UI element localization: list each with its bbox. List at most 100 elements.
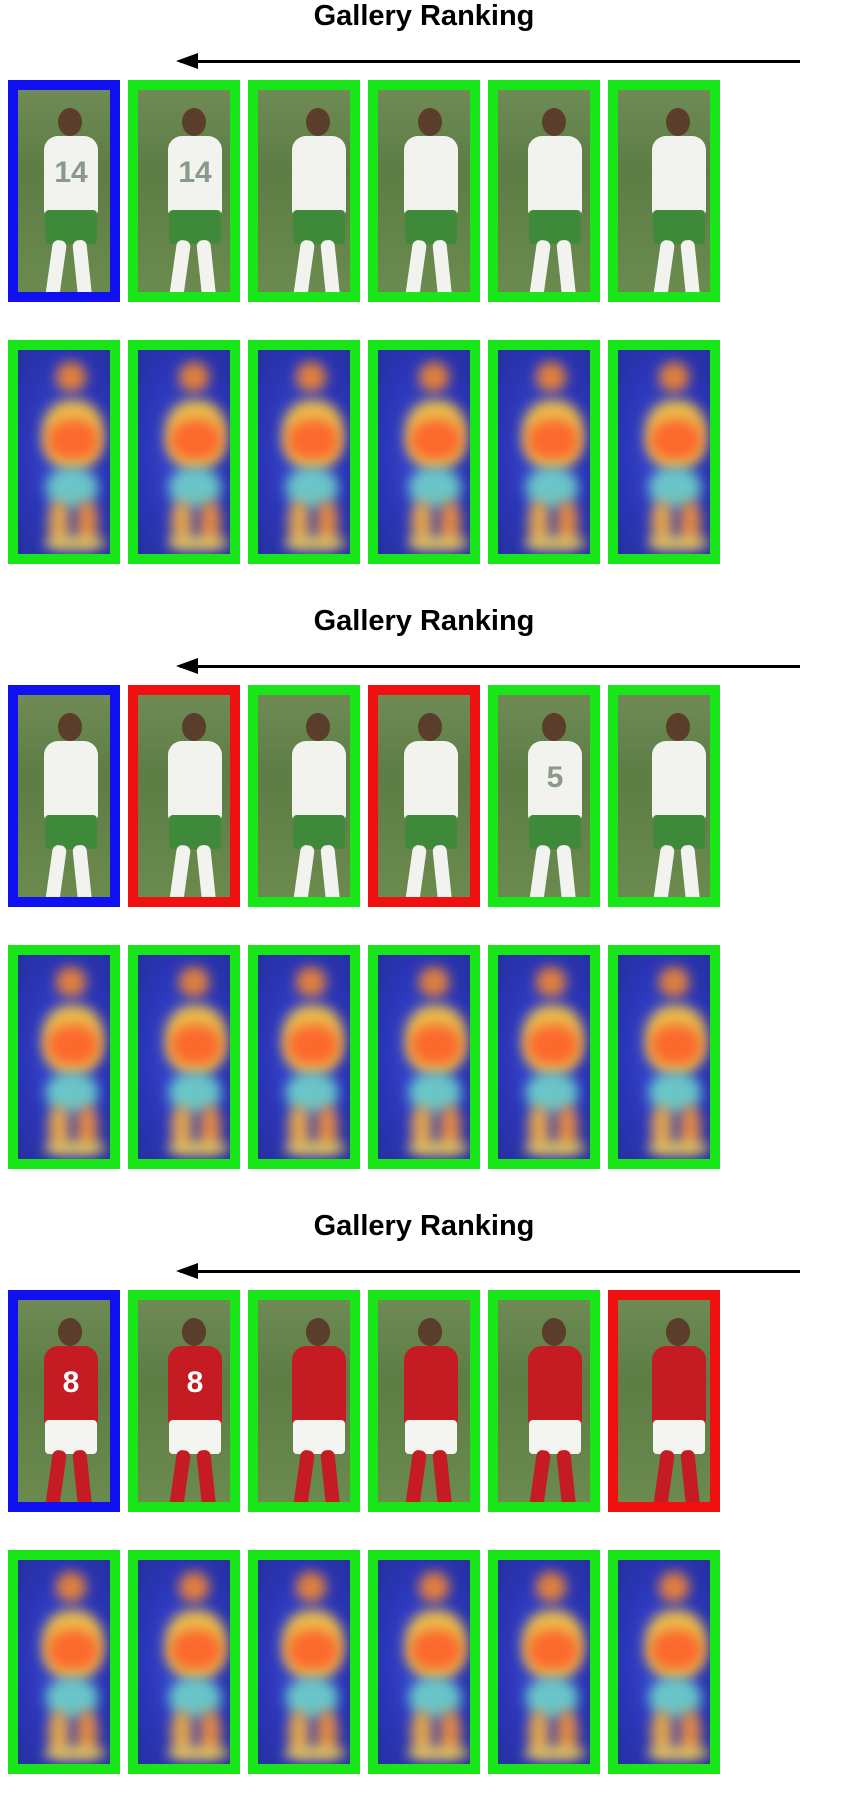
heat-blob (536, 1572, 566, 1602)
player-leg-right (320, 844, 342, 897)
player-head (542, 713, 566, 741)
heat-blob (316, 1710, 338, 1754)
attention-heatmap (8, 945, 120, 1169)
heat-blob (284, 1140, 346, 1156)
player-head (182, 108, 206, 136)
gallery-image (488, 1290, 600, 1512)
player-shorts (45, 210, 97, 244)
player-leg-left (166, 844, 192, 897)
photo-row: 14 14 (0, 80, 848, 302)
gallery-ranking-title: Gallery Ranking (313, 0, 535, 32)
player-jersey (44, 741, 98, 821)
gallery-image (608, 1290, 720, 1512)
attention-heatmap (128, 1550, 240, 1774)
heat-blob (524, 1140, 586, 1156)
heat-blob (524, 1745, 586, 1761)
attention-heatmap (128, 340, 240, 564)
heat-blob (56, 967, 86, 997)
player-photo (138, 695, 230, 897)
player-jersey (528, 1346, 582, 1426)
player-jersey (292, 741, 346, 821)
player-head (306, 713, 330, 741)
ranking-group: Gallery Ranking 8 8 (0, 1210, 848, 1800)
player-leg-right (556, 239, 578, 292)
player-head (666, 1318, 690, 1346)
query-image: 14 (8, 80, 120, 302)
gallery-image (128, 685, 240, 907)
heat-blob (284, 1745, 346, 1761)
attention-heatmap (608, 945, 720, 1169)
player-shorts (293, 210, 345, 244)
heat-blob (48, 1710, 70, 1754)
heat-blob (179, 362, 209, 392)
heatmap-overlay (378, 1560, 470, 1764)
gallery-image (368, 1290, 480, 1512)
player-jersey (528, 136, 582, 216)
player-photo (618, 1300, 710, 1502)
heat-blob (556, 1710, 578, 1754)
heat-blob (179, 1572, 209, 1602)
heat-blob (528, 1105, 550, 1149)
player-leg-left (42, 239, 68, 292)
player-jersey (44, 1346, 98, 1426)
player-jersey (168, 1346, 222, 1426)
player-leg-right (320, 239, 342, 292)
attention-heatmap (488, 945, 600, 1169)
heat-blob (411, 1025, 461, 1065)
heatmap-row (0, 945, 848, 1169)
heat-blob (439, 1105, 461, 1149)
heat-blob (411, 500, 433, 544)
player-leg-right (556, 1449, 578, 1502)
heat-blob (407, 1745, 469, 1761)
player-photo: 5 (498, 695, 590, 897)
gallery-image (608, 685, 720, 907)
player-shorts (405, 815, 457, 849)
player-leg-left (526, 239, 552, 292)
player-head (418, 713, 442, 741)
player-jersey (404, 741, 458, 821)
heat-blob (439, 1710, 461, 1754)
player-leg-right (680, 239, 702, 292)
player-shorts (169, 815, 221, 849)
player-leg-right (680, 1449, 702, 1502)
heatmap-overlay (498, 955, 590, 1159)
heat-blob (647, 535, 709, 551)
player-leg-right (680, 844, 702, 897)
player-leg-right (72, 239, 94, 292)
heat-blob (288, 1710, 310, 1754)
player-head (182, 713, 206, 741)
heat-blob (76, 1105, 98, 1149)
heat-blob (167, 535, 229, 551)
gallery-image: 5 (488, 685, 600, 907)
player-shorts (293, 1420, 345, 1454)
player-leg-left (402, 239, 428, 292)
attention-heatmap (368, 945, 480, 1169)
attention-heatmap (248, 945, 360, 1169)
player-jersey (652, 741, 706, 821)
attention-heatmap (368, 1550, 480, 1774)
photo-row: 5 (0, 685, 848, 907)
heat-blob (407, 535, 469, 551)
heat-blob (48, 1025, 98, 1065)
gallery-ranking-title: Gallery Ranking (313, 605, 535, 637)
player-head (666, 108, 690, 136)
player-jersey (44, 136, 98, 216)
heatmap-row (0, 340, 848, 564)
player-shorts (405, 1420, 457, 1454)
heatmap-overlay (498, 1560, 590, 1764)
jersey-number: 5 (546, 761, 564, 794)
player-head (306, 1318, 330, 1346)
heat-blob (679, 500, 701, 544)
gallery-image (368, 685, 480, 907)
heat-blob (199, 1105, 221, 1149)
heat-blob (679, 1710, 701, 1754)
gallery-ranking-title: Gallery Ranking (313, 1210, 535, 1242)
player-leg-left (290, 239, 316, 292)
attention-heatmap (248, 1550, 360, 1774)
player-leg-right (432, 844, 454, 897)
player-photo (258, 90, 350, 292)
player-jersey (168, 136, 222, 216)
heat-blob (288, 500, 310, 544)
gallery-image (248, 80, 360, 302)
heat-blob (556, 500, 578, 544)
